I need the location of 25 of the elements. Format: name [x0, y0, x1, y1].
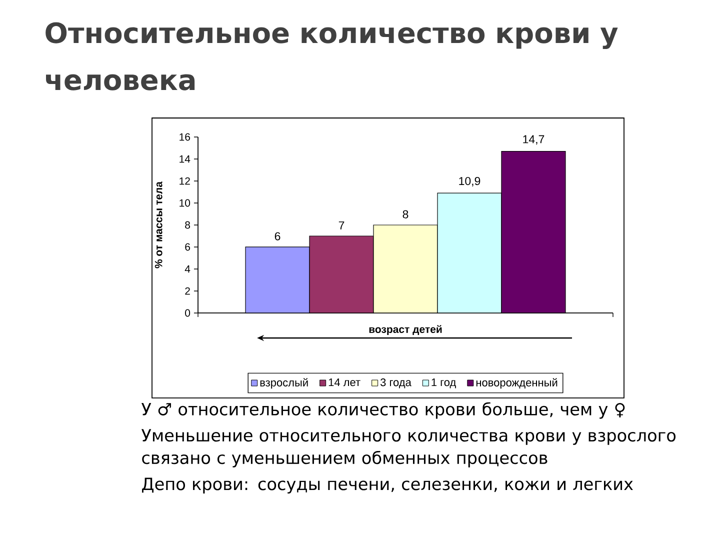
chart-title: Относительное количество крови у человека — [46, 22, 618, 90]
text: Депо крови: сосуды печени, селезенки, кожи и легких — [142, 478, 633, 494]
data-label: 7 — [338, 221, 344, 230]
legend-label: новорожденный — [476, 378, 558, 389]
y-axis-title: % от массы тела — [154, 181, 162, 268]
x-axis-title: возраст детей — [369, 325, 442, 336]
legend-label: взрослый — [260, 378, 308, 389]
legend-label: 1 год — [432, 378, 456, 388]
data-label: 8 — [402, 210, 408, 218]
y-tick-label: 4 — [184, 265, 190, 273]
y-tick-label: 0 — [185, 309, 190, 317]
y-tick-label: 10 — [180, 199, 190, 207]
legend-label: 14 лет — [328, 378, 360, 386]
y-tick-label: 6 — [185, 243, 190, 251]
y-tick-label: 8 — [185, 221, 190, 229]
legend-label: 3 года — [380, 378, 412, 388]
data-label: 14,7 — [523, 135, 544, 145]
y-tick-label: 16 — [180, 133, 190, 141]
text: Уменьшение относительного количества крови у взрослого связано с уменьшением обменных процессов — [141, 429, 676, 468]
data-label: 6 — [274, 232, 280, 240]
y-tick-label: 12 — [180, 177, 190, 185]
data-label: 10,9 — [459, 176, 480, 186]
y-tick-label: 14 — [180, 155, 190, 163]
y-tick-label: 2 — [185, 287, 190, 295]
text: У ♂ относительное количество крови больше, чем у ♀ — [141, 402, 625, 419]
